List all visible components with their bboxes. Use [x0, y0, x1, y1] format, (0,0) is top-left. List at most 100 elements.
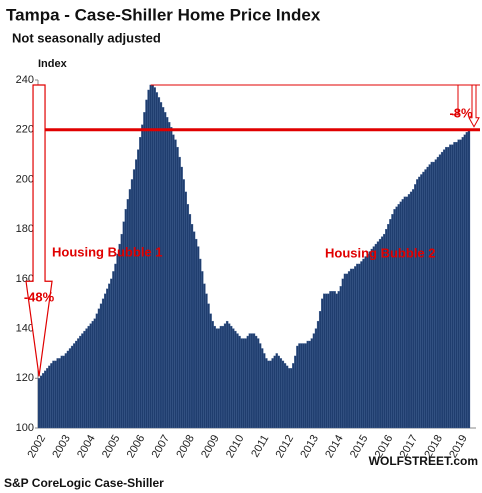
bar: [364, 256, 367, 429]
bar: [44, 370, 47, 429]
bar: [101, 298, 105, 429]
bar: [238, 335, 241, 429]
bar: [457, 139, 460, 429]
bar: [403, 196, 407, 429]
bar: [368, 251, 371, 429]
bar: [41, 373, 45, 429]
bar: [155, 92, 159, 429]
bar: [277, 355, 280, 429]
bar: [445, 146, 448, 429]
bar: [459, 139, 462, 429]
credit: WOLFSTREET.com: [369, 454, 478, 468]
bar: [296, 345, 299, 429]
y-tick-label: 140: [16, 322, 34, 334]
bar: [91, 320, 94, 429]
x-tick-label: 2007: [150, 433, 173, 460]
bar: [418, 176, 421, 429]
bar: [197, 246, 200, 429]
bar: [304, 343, 307, 429]
bar: [279, 358, 283, 429]
bar: [331, 291, 334, 429]
bar: [246, 335, 249, 429]
x-tick-label: 2003: [50, 433, 73, 460]
bar: [58, 358, 61, 429]
annotation: Housing Bubble 2: [325, 245, 436, 260]
bar: [99, 303, 103, 429]
x-tick-label: 2004: [75, 433, 98, 460]
bar: [116, 253, 119, 429]
bar: [269, 360, 272, 429]
bar: [139, 137, 142, 429]
bar: [64, 353, 68, 429]
bar: [176, 146, 179, 429]
y-axis-label: Index: [38, 58, 68, 70]
bar: [302, 343, 305, 429]
bar: [416, 179, 419, 429]
bar: [401, 199, 405, 429]
bar: [281, 360, 285, 429]
bar: [447, 146, 450, 429]
annotation: -48%: [24, 289, 55, 304]
bar: [370, 248, 374, 429]
bar: [178, 156, 181, 429]
bar: [339, 286, 342, 429]
y-tick-label: 180: [16, 223, 34, 235]
bar: [81, 333, 84, 429]
bar: [442, 149, 446, 429]
bar: [89, 323, 92, 429]
bar: [170, 127, 173, 429]
bar: [223, 323, 227, 429]
x-tick-label: 2009: [199, 433, 222, 460]
bar: [97, 308, 101, 429]
bar: [48, 365, 51, 429]
bar: [399, 201, 402, 429]
bar: [62, 355, 66, 429]
bar: [335, 293, 338, 429]
bar: [451, 144, 454, 429]
bar: [106, 288, 109, 429]
bar: [374, 243, 378, 429]
bar: [130, 179, 134, 429]
bar: [213, 325, 216, 429]
bar: [85, 328, 88, 429]
bar: [366, 253, 369, 429]
bar: [209, 313, 212, 429]
source: S&P CoreLogic Case-Shiller: [4, 476, 164, 490]
bar: [143, 112, 146, 429]
bar: [134, 159, 138, 429]
bar: [407, 194, 411, 429]
x-tick-label: 2011: [249, 433, 271, 459]
y-tick-label: 200: [16, 173, 34, 185]
bar: [393, 209, 396, 429]
bar: [157, 97, 161, 429]
bar: [221, 325, 225, 429]
bar: [225, 320, 229, 429]
bar: [103, 293, 107, 429]
bar: [114, 263, 117, 429]
bar: [168, 122, 171, 429]
bar: [300, 343, 303, 429]
bar: [128, 189, 132, 429]
bar: [252, 333, 256, 429]
bar: [163, 112, 167, 429]
bar: [232, 328, 235, 429]
bar: [79, 335, 82, 429]
bar: [161, 107, 165, 429]
bar: [327, 293, 330, 429]
x-tick-label: 2006: [125, 433, 148, 460]
bar: [358, 263, 361, 429]
bar: [93, 318, 97, 429]
bar: [343, 273, 347, 429]
bar: [405, 196, 409, 429]
bar: [314, 328, 318, 429]
bar: [192, 231, 196, 429]
bar: [430, 161, 433, 429]
bar: [180, 166, 183, 429]
chart-subtitle: Not seasonally adjusted: [12, 30, 161, 45]
bar: [292, 363, 295, 429]
bar: [283, 363, 287, 429]
bar: [75, 340, 78, 429]
bar: [352, 268, 355, 429]
bar: [120, 233, 123, 429]
bar: [261, 348, 264, 429]
